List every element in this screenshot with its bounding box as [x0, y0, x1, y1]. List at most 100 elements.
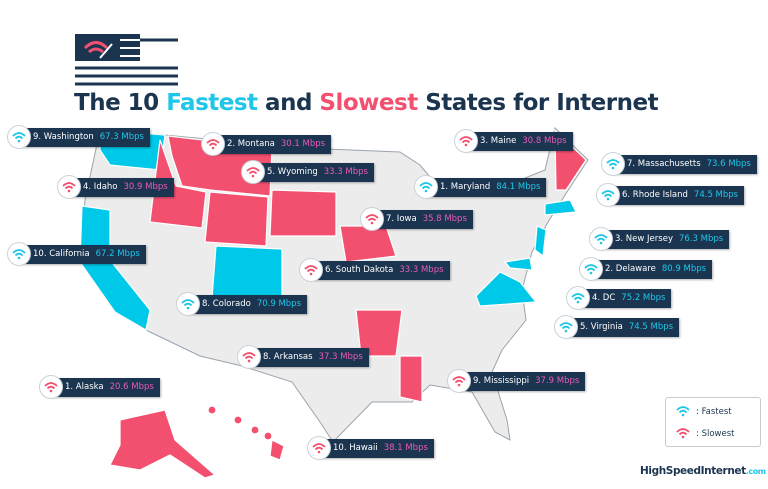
callout-hawaii: 10. Hawaii 38.1 Mbps: [307, 436, 434, 460]
callout-box: 3. Maine 30.8 Mbps: [465, 132, 573, 151]
callout-box: 3. New Jersey 76.3 Mbps: [600, 230, 730, 249]
state-rank-name: 8. Colorado: [202, 299, 251, 309]
header-icon: [75, 34, 178, 86]
speed-value: 67.3 Mbps: [99, 132, 144, 142]
wifi-icon: [39, 375, 63, 399]
callout-box: 7. Massachusetts 73.6 Mbps: [612, 155, 757, 174]
speed-value: 76.3 Mbps: [678, 234, 724, 244]
callout-box: 6. Rhode Island 74.5 Mbps: [607, 186, 745, 205]
callout-box: 4. DC 75.2 Mbps: [577, 289, 672, 308]
state-new-jersey: [534, 225, 547, 258]
state-rank-name: 3. Maine: [480, 136, 517, 146]
state-rank-name: 10. California: [33, 249, 90, 259]
state-idaho: [149, 139, 207, 229]
callout-maryland: 1. Maryland 84.1 Mbps: [414, 175, 547, 199]
wifi-icon: [414, 175, 438, 199]
wifi-icon: [176, 292, 200, 316]
speed-value: 33.3 Mbps: [399, 265, 444, 275]
state-rank-name: 4. Idaho: [83, 182, 118, 192]
state-maryland: [503, 257, 533, 271]
speed-value: 35.8 Mbps: [422, 214, 467, 224]
wifi-icon: [237, 345, 261, 369]
state-rank-name: 7. Massachusetts: [627, 159, 701, 169]
callout-maine: 3. Maine 30.8 Mbps: [454, 129, 573, 153]
logo: HighSpeedInternet.com: [640, 465, 766, 477]
state-rank-name: 5. Wyoming: [267, 167, 318, 177]
wifi-icon: [601, 152, 625, 176]
state-rank-name: 3. New Jersey: [615, 234, 673, 244]
callout-box: 10. Hawaii 38.1 Mbps: [318, 439, 434, 458]
state-rank-name: 4. DC: [592, 293, 616, 303]
legend-slowest: : Slowest: [696, 429, 735, 439]
speed-value: 84.1 Mbps: [496, 182, 541, 192]
wifi-icon: [307, 436, 331, 460]
callout-montana: 2. Montana 30.1 Mbps: [201, 132, 332, 156]
state-arkansas: [355, 309, 403, 357]
state-massachusetts: [544, 199, 577, 216]
speed-value: 37.9 Mbps: [535, 376, 580, 386]
state-rank-name: 2. Delaware: [605, 264, 656, 274]
callout-box: 8. Arkansas 37.3 Mbps: [248, 348, 369, 367]
callout-box: 10. California 67.2 Mbps: [18, 245, 146, 264]
speed-value: 20.6 Mbps: [109, 382, 154, 392]
state-rank-name: 6. South Dakota: [325, 265, 394, 275]
callout-rhode-island: 6. Rhode Island 74.5 Mbps: [596, 183, 745, 207]
speed-value: 37.3 Mbps: [318, 352, 363, 362]
wifi-icon: [447, 369, 471, 393]
callout-delaware: 2. Delaware 80.9 Mbps: [579, 257, 713, 281]
state-rank-name: 7. Iowa: [386, 214, 417, 224]
state-rank-name: 5. Virginia: [580, 322, 623, 332]
speed-value: 30.9 Mbps: [123, 182, 168, 192]
speed-value: 33.3 Mbps: [323, 167, 368, 177]
callout-colorado: 8. Colorado 70.9 Mbps: [176, 292, 307, 316]
speed-value: 70.9 Mbps: [256, 299, 301, 309]
state-virginia: [475, 271, 538, 307]
callout-box: 8. Colorado 70.9 Mbps: [187, 295, 307, 314]
state-rank-name: 10. Hawaii: [333, 443, 378, 453]
wifi-icon: [7, 125, 31, 149]
state-colorado: [211, 245, 283, 301]
wifi-icon: [579, 257, 603, 281]
callout-alaska: 1. Alaska 20.6 Mbps: [39, 375, 160, 399]
callout-new-jersey: 3. New Jersey 76.3 Mbps: [589, 227, 730, 251]
wifi-icon: [201, 132, 225, 156]
wifi-icon: [360, 207, 384, 231]
state-rank-name: 1. Alaska: [65, 382, 104, 392]
state-alaska: [109, 409, 217, 479]
callout-iowa: 7. Iowa 35.8 Mbps: [360, 207, 473, 231]
state-hawaii: [207, 405, 285, 461]
wifi-icon: [589, 227, 613, 251]
callout-box: 9. Mississippi 37.9 Mbps: [458, 372, 586, 391]
callout-box: 5. Virginia 74.5 Mbps: [565, 318, 680, 337]
wifi-icon: [299, 258, 323, 282]
callout-south-dakota: 6. South Dakota 33.3 Mbps: [299, 258, 450, 282]
state-rank-name: 1. Maryland: [440, 182, 491, 192]
wifi-fast-icon: [676, 405, 690, 420]
callout-washington: 9. Washington 67.3 Mbps: [7, 125, 150, 149]
speed-value: 80.9 Mbps: [661, 264, 707, 274]
callout-box: 1. Maryland 84.1 Mbps: [425, 178, 547, 197]
callout-virginia: 5. Virginia 74.5 Mbps: [554, 315, 680, 339]
callout-box: 7. Iowa 35.8 Mbps: [371, 210, 473, 229]
callout-wyoming: 5. Wyoming 33.3 Mbps: [241, 160, 374, 184]
speed-value: 74.5 Mbps: [693, 190, 739, 200]
legend: : Fastest : Slowest: [665, 397, 761, 447]
callout-box: 2. Montana 30.1 Mbps: [212, 135, 332, 154]
speed-value: 67.2 Mbps: [95, 249, 140, 259]
wifi-icon: [554, 315, 578, 339]
speed-value: 75.2 Mbps: [621, 293, 666, 303]
callout-box: 9. Washington 67.3 Mbps: [18, 128, 150, 147]
page-title: The 10 Fastest and Slowest States for In…: [74, 90, 659, 116]
callout-arkansas: 8. Arkansas 37.3 Mbps: [237, 345, 369, 369]
state-rank-name: 2. Montana: [227, 139, 275, 149]
callout-mississippi: 9. Mississippi 37.9 Mbps: [447, 369, 586, 393]
wifi-icon: [7, 242, 31, 266]
wifi-icon: [57, 175, 81, 199]
wifi-icon: [566, 286, 590, 310]
speed-value: 73.6 Mbps: [706, 159, 751, 169]
state-california: [79, 205, 151, 331]
callout-dc: 4. DC 75.2 Mbps: [566, 286, 672, 310]
wifi-icon: [596, 183, 620, 207]
speed-value: 38.1 Mbps: [383, 443, 428, 453]
